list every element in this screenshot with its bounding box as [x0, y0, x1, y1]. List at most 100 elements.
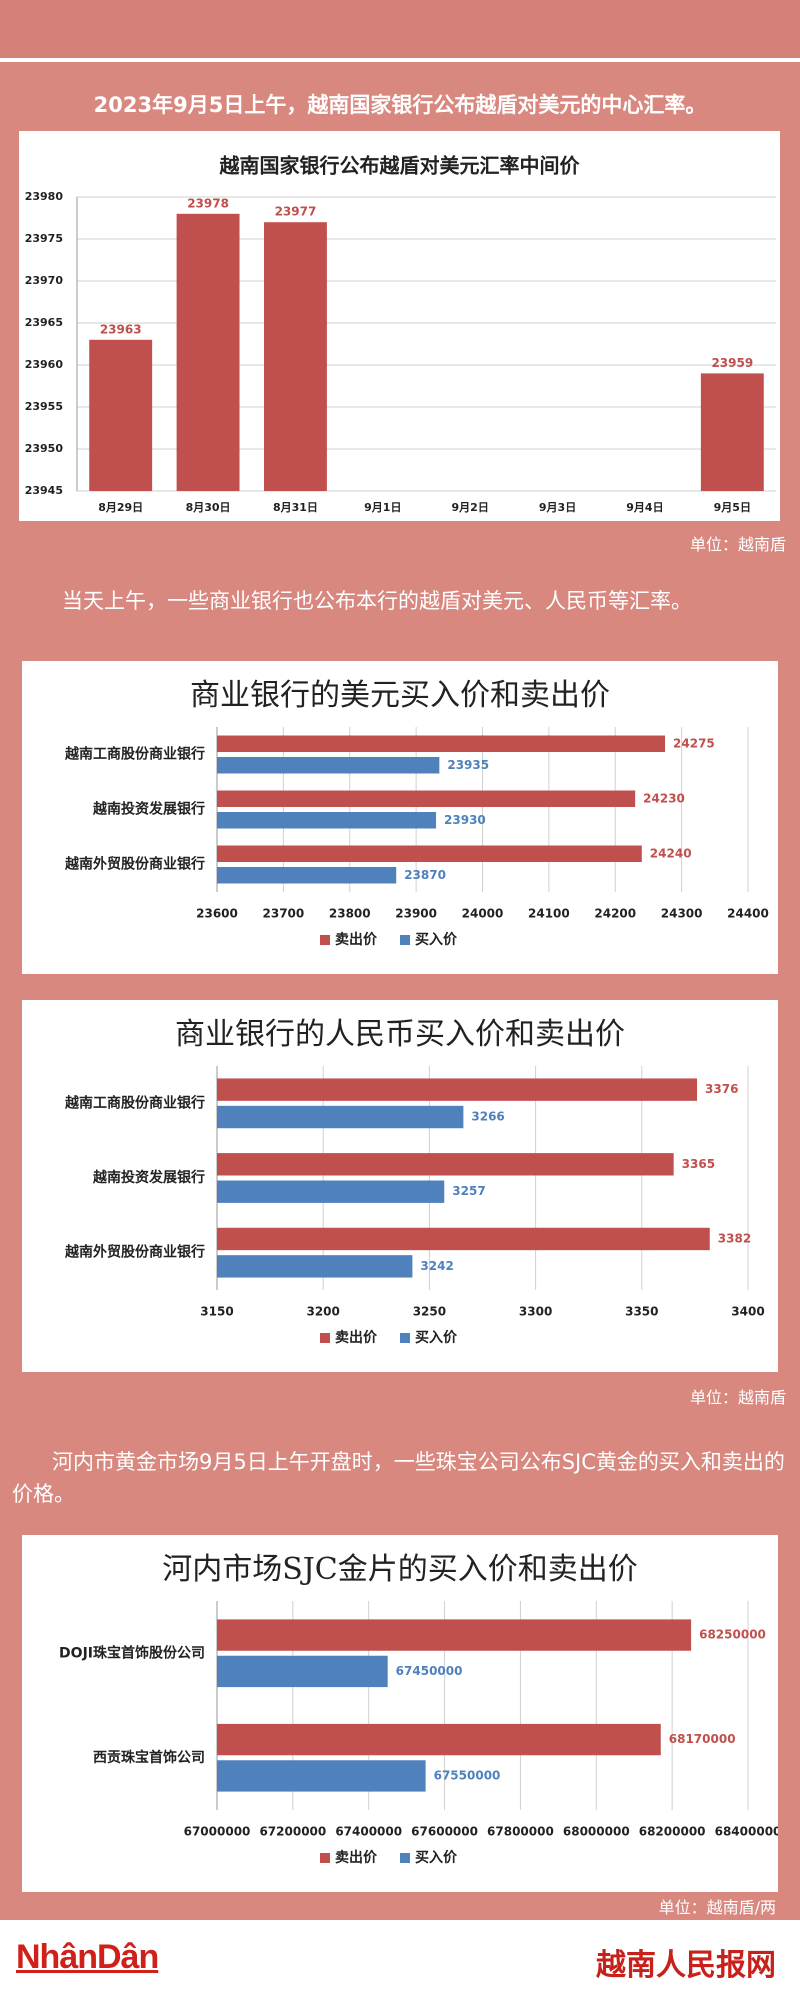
y-tick-label: 23980	[25, 190, 64, 203]
value-label: 24275	[673, 736, 715, 750]
x-tick-label: 23700	[263, 907, 305, 921]
y-tick-label: 23945	[25, 484, 63, 497]
value-label: 23963	[100, 322, 142, 336]
bar	[217, 1105, 464, 1129]
legend-label: 买入价	[415, 932, 458, 948]
y-tick-label: 23970	[25, 274, 64, 287]
chart: 越南国家银行公布越盾对美元汇率中间价 23945 23950 23955 23960 23…	[19, 131, 780, 521]
x-tick-label: 3150	[200, 1305, 233, 1319]
unit-label: 单位：越南盾/两	[658, 1898, 776, 1917]
x-tick-label: 3350	[625, 1305, 658, 1319]
unit-label: 单位：越南盾	[689, 535, 786, 554]
x-tick-label: 24200	[594, 907, 636, 921]
value-label: 24230	[643, 791, 685, 805]
value-label: 24240	[650, 846, 692, 860]
y-tick-label: 越南工商股份商业银行	[64, 746, 205, 763]
y-tick-label: DOJI珠宝首饰股份公司	[59, 1644, 205, 1661]
chart-title: 越南国家银行公布越盾对美元汇率中间价	[219, 154, 581, 178]
site-name: 越南人民报网	[596, 1948, 776, 1983]
legend-label: 买入价	[415, 1850, 458, 1866]
bar	[217, 812, 437, 829]
x-tick-label: 23600	[196, 907, 238, 921]
value-label: 23930	[444, 813, 486, 827]
bar	[217, 1760, 426, 1792]
legend-swatch	[320, 1853, 330, 1863]
chart: 商业银行的美元买入价和卖出价 23600 23700 23800 23900 24000 2…	[22, 661, 778, 974]
x-tick-label: 9月3日	[539, 501, 576, 514]
x-tick-label: 67200000	[259, 1825, 326, 1839]
bar	[217, 757, 440, 774]
x-tick-label: 67600000	[411, 1825, 478, 1839]
x-tick-label: 23900	[395, 907, 437, 921]
value-label: 67550000	[434, 1768, 501, 1782]
value-label: 3376	[705, 1082, 738, 1096]
value-label: 68250000	[699, 1628, 766, 1642]
legend-swatch	[400, 1333, 410, 1343]
value-label: 3382	[718, 1231, 751, 1245]
bar	[217, 1153, 674, 1176]
x-tick-label: 8月29日	[98, 501, 143, 514]
bar	[89, 339, 153, 491]
bar	[700, 373, 764, 491]
bar	[217, 790, 636, 807]
y-tick-label: 越南工商股份商业银行	[64, 1094, 205, 1111]
value-label: 68170000	[669, 1732, 736, 1746]
value-label: 3266	[471, 1110, 504, 1124]
bar	[217, 735, 666, 752]
bar	[217, 1180, 445, 1203]
value-label: 3257	[452, 1184, 485, 1198]
bar	[217, 867, 397, 884]
x-tick-label: 67400000	[335, 1825, 402, 1839]
bar	[263, 222, 327, 491]
x-tick-label: 8月30日	[186, 501, 231, 514]
x-tick-label: 67000000	[184, 1825, 251, 1839]
bar	[217, 1619, 692, 1651]
x-tick-label: 24000	[462, 907, 504, 921]
y-tick-label: 23950	[25, 442, 64, 455]
chart-title: 河内市场SJC金片的买入价和卖出价	[162, 1552, 638, 1587]
y-tick-label: 23960	[25, 358, 64, 371]
chart-title: 商业银行的人民币买入价和卖出价	[175, 1017, 625, 1052]
legend-swatch	[320, 1333, 330, 1343]
x-tick-label: 3200	[306, 1305, 339, 1319]
x-tick-label: 9月5日	[714, 501, 751, 514]
legend-swatch	[400, 1853, 410, 1863]
value-label: 23959	[711, 356, 753, 370]
legend-label: 卖出价	[335, 1329, 378, 1346]
x-tick-label: 68400000	[715, 1825, 778, 1839]
chart: 商业银行的人民币买入价和卖出价 3150 3200 3250 3300 3350 3400 越…	[22, 1000, 778, 1372]
value-label: 23978	[187, 196, 229, 210]
value-label: 23870	[404, 868, 446, 882]
x-tick-label: 24300	[661, 907, 703, 921]
value-label: 23977	[275, 205, 317, 219]
bar	[217, 1255, 413, 1278]
x-tick-label: 23800	[329, 907, 371, 921]
x-tick-label: 3300	[519, 1305, 552, 1319]
bar	[217, 1227, 710, 1251]
x-tick-label: 24100	[528, 907, 570, 921]
chart-title: 商业银行的美元买入价和卖出价	[190, 678, 610, 713]
bar	[217, 845, 642, 862]
y-tick-label: 西贡珠宝首饰公司	[93, 1749, 205, 1766]
bar	[217, 1723, 661, 1756]
footer: NhânDân 越南人民报网	[0, 1920, 800, 2000]
value-label: 3365	[682, 1157, 715, 1171]
top-bar	[0, 0, 800, 62]
x-tick-label: 9月4日	[626, 501, 663, 514]
x-tick-label: 67800000	[487, 1825, 554, 1839]
value-label: 3242	[420, 1259, 453, 1273]
value-label: 23935	[447, 758, 489, 772]
legend-swatch	[400, 935, 410, 945]
x-tick-label: 3250	[413, 1305, 446, 1319]
bar	[217, 1655, 388, 1688]
x-tick-label: 68000000	[563, 1825, 630, 1839]
x-tick-label: 9月1日	[364, 501, 401, 514]
y-tick-label: 23975	[25, 232, 63, 245]
paragraph: 当天上午，一些商业银行也公布本行的越盾对美元、人民币等汇率。	[62, 589, 692, 613]
x-tick-label: 3400	[731, 1305, 764, 1319]
x-tick-label: 24400	[727, 907, 769, 921]
y-tick-label: 越南外贸股份商业银行	[64, 856, 205, 873]
y-tick-label: 越南投资发展银行	[92, 801, 205, 818]
unit-label: 单位：越南盾	[689, 1388, 786, 1407]
